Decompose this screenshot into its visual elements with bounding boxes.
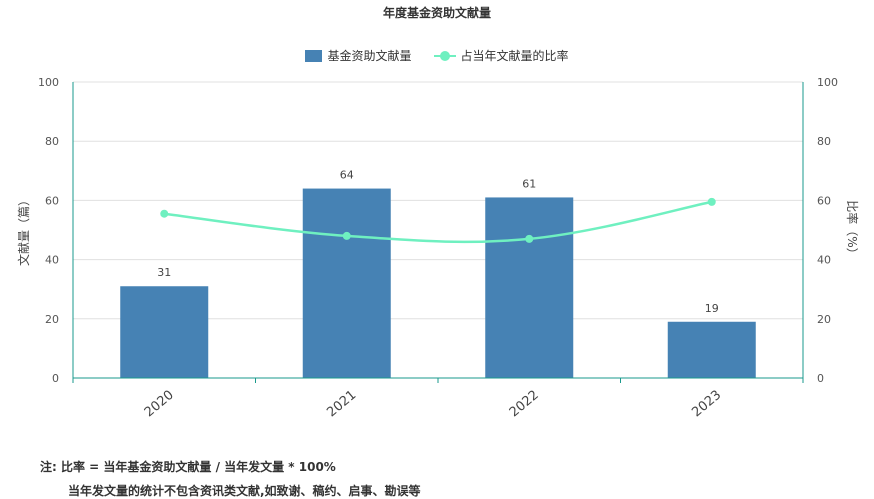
line-point [342,231,351,240]
legend-label-line: 占当年文献量的比率 [460,49,569,63]
note-exclusion: 当年发文量的统计不包含资讯类文献,如致谢、稿约、启事、勘误等 [68,484,421,498]
y-tick-label-left: 20 [45,313,59,326]
y-axis-title-left: 文献量（篇） [16,194,31,266]
y-axis-title-right: 比率（%） [845,200,860,259]
y-tick-label-right: 100 [817,76,838,89]
y-tick-label-left: 40 [45,254,59,267]
line-point [525,234,534,243]
bar [485,197,574,378]
y-tick-label-left: 80 [45,135,59,148]
y-tick-label-right: 60 [817,194,831,207]
bar-data-label: 19 [705,302,719,315]
legend-item-line[interactable]: 占当年文献量的比率 [433,47,569,64]
y-tick-label-right: 40 [817,254,831,267]
legend-bar-swatch [305,49,323,62]
y-tick-label-right: 0 [817,372,824,385]
line-point [160,209,169,218]
bar-data-label: 64 [340,169,354,182]
note-formula: 注: 比率 = 当年基金资助文献量 / 当年发文量 * 100% [40,460,336,474]
y-tick-label-right: 80 [817,135,831,148]
x-tick-label: 2022 [507,388,542,421]
bar [120,286,209,378]
series-line [164,200,712,244]
y-tick-label-right: 20 [817,313,831,326]
bar-data-label: 61 [522,177,536,190]
bar [667,321,756,378]
legend: 基金资助文献量 占当年文献量的比率 [0,47,874,64]
y-tick-label-left: 60 [45,194,59,207]
chart-title: 年度基金资助文献量 [382,6,491,20]
y-tick-label-left: 0 [52,372,59,385]
bar [302,188,391,378]
legend-label-bar: 基金资助文献量 [327,49,412,63]
line-point [707,197,716,206]
legend-line-swatch [433,50,456,62]
x-tick-label: 2023 [689,388,724,421]
y-tick-label-left: 100 [38,76,59,89]
x-tick-label: 2020 [142,388,177,421]
legend-item-bar[interactable]: 基金资助文献量 [305,47,412,64]
bar-data-label: 31 [157,266,171,279]
x-tick-label: 2021 [324,388,359,421]
